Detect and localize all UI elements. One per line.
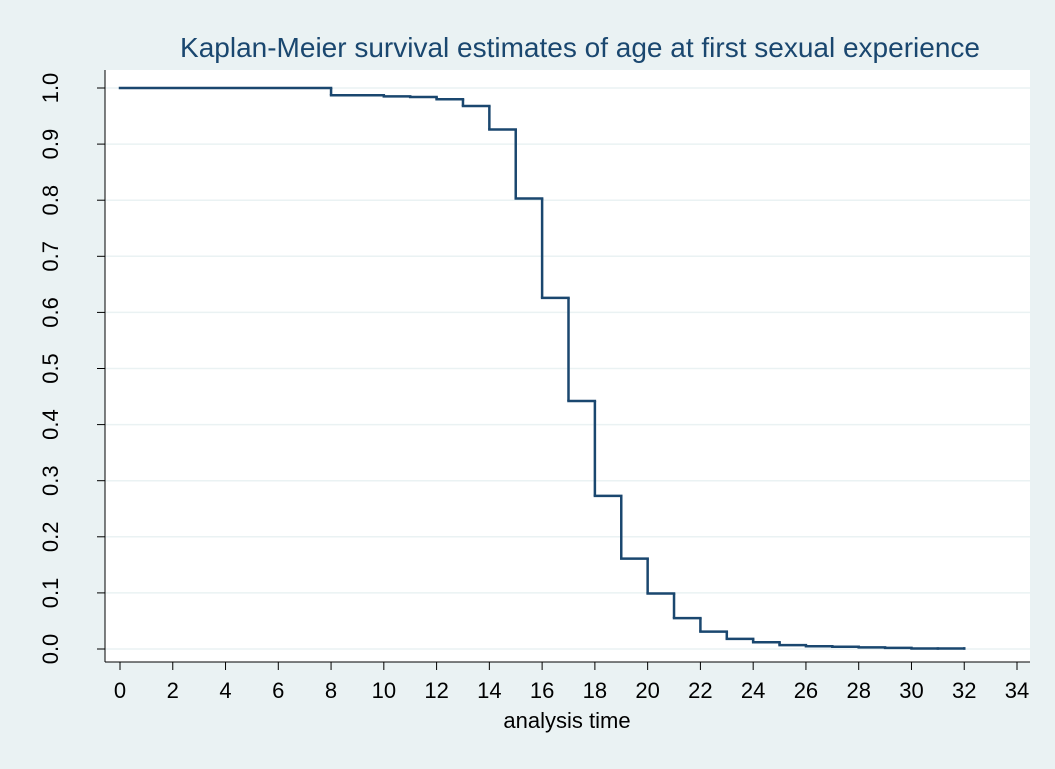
x-tick-label: 6 <box>272 678 284 703</box>
y-tick-label: 0.1 <box>38 578 63 609</box>
y-tick-label: 0.0 <box>38 634 63 665</box>
y-tick-label: 0.3 <box>38 465 63 496</box>
y-tick-label: 0.6 <box>38 297 63 328</box>
x-tick-label: 4 <box>219 678 231 703</box>
y-tick-label: 0.4 <box>38 409 63 440</box>
x-tick-label: 2 <box>167 678 179 703</box>
x-axis-label: analysis time <box>503 708 630 733</box>
x-tick-label: 14 <box>477 678 501 703</box>
x-tick-label: 8 <box>325 678 337 703</box>
x-tick-label: 30 <box>899 678 923 703</box>
x-tick-label: 32 <box>952 678 976 703</box>
x-tick-label: 16 <box>530 678 554 703</box>
y-tick-label: 0.8 <box>38 185 63 216</box>
y-tick-label: 0.5 <box>38 353 63 384</box>
y-tick-label: 0.7 <box>38 241 63 272</box>
x-tick-label: 20 <box>635 678 659 703</box>
x-tick-label: 34 <box>1005 678 1029 703</box>
chart-title: Kaplan-Meier survival estimates of age a… <box>180 32 980 63</box>
x-tick-label: 28 <box>846 678 870 703</box>
x-tick-label: 22 <box>688 678 712 703</box>
x-tick-label: 0 <box>114 678 126 703</box>
x-tick-label: 10 <box>372 678 396 703</box>
y-tick-label: 1.0 <box>38 73 63 104</box>
y-tick-label: 0.2 <box>38 522 63 553</box>
x-tick-label: 12 <box>424 678 448 703</box>
y-tick-label: 0.9 <box>38 129 63 160</box>
x-tick-label: 24 <box>741 678 765 703</box>
x-tick-label: 18 <box>583 678 607 703</box>
x-tick-label: 26 <box>794 678 818 703</box>
